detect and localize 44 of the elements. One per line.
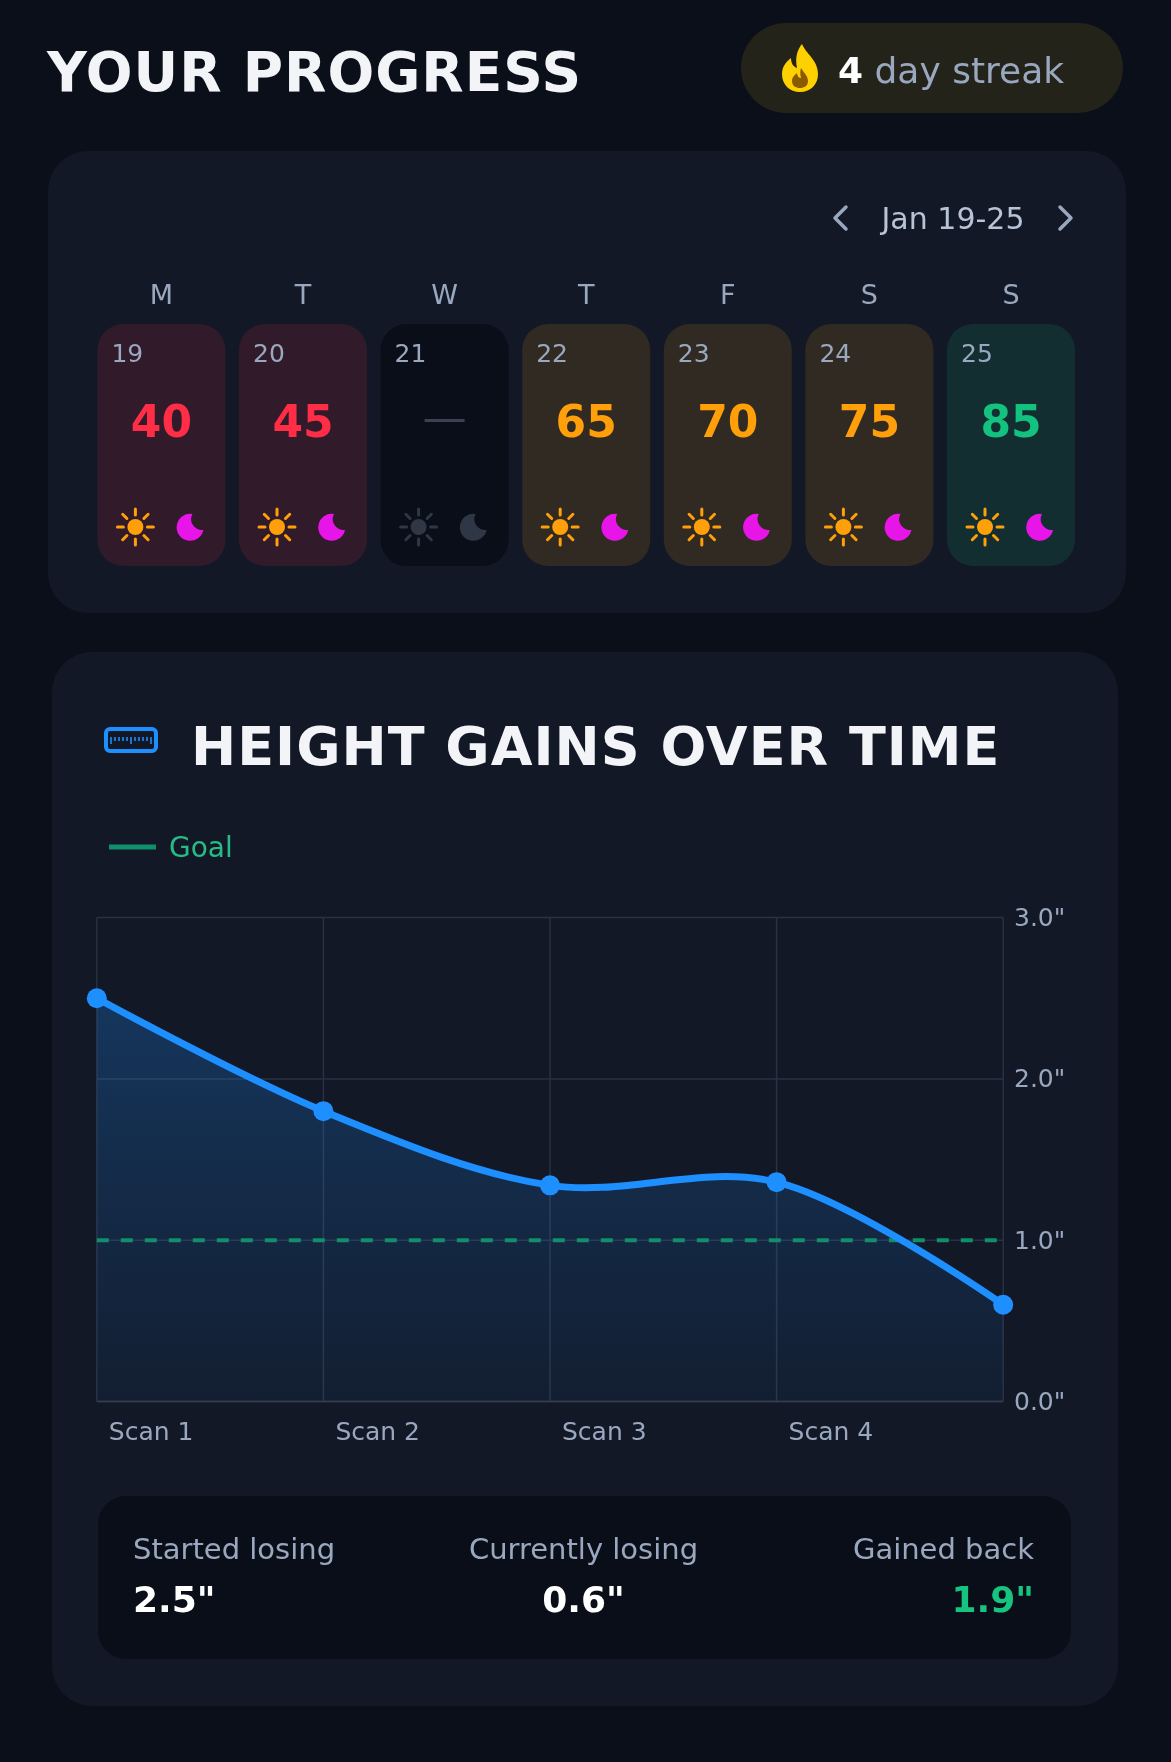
x-tick-label: 20 xyxy=(253,338,285,368)
text: 0.6" xyxy=(542,1578,625,1620)
x-tick-label: Scan 4 xyxy=(788,1416,874,1446)
text: Gained back xyxy=(852,1532,1035,1566)
text: M xyxy=(149,278,174,310)
chart-title: YOUR PROGRESS xyxy=(46,40,583,104)
x-tick-label: 23 xyxy=(677,338,710,368)
text: 2.5" xyxy=(133,1578,216,1620)
x-tick-label: Scan 3 xyxy=(562,1416,647,1446)
text: S xyxy=(1002,278,1020,310)
x-tick-label: Scan 2 xyxy=(335,1416,421,1446)
x-tick-label: 22 xyxy=(536,338,569,368)
text: S xyxy=(860,278,878,310)
data-label: 65 xyxy=(555,395,617,447)
legend-label: Goal xyxy=(169,830,233,864)
x-tick-label: 25 xyxy=(961,338,993,368)
x-tick-label: Scan 1 xyxy=(108,1416,194,1446)
text: W xyxy=(431,278,458,310)
text: F xyxy=(720,278,736,310)
point xyxy=(86,988,107,1009)
text: Jan 19-25 xyxy=(879,200,1025,236)
x-tick-label: 24 xyxy=(819,338,852,368)
data-label: 70 xyxy=(697,395,759,447)
point xyxy=(993,1294,1014,1315)
y-tick-label: 3.0" xyxy=(1014,903,1066,933)
text: T xyxy=(576,278,595,310)
y-tick-label: 2.0" xyxy=(1014,1064,1066,1094)
point xyxy=(540,1175,560,1196)
point xyxy=(313,1101,334,1122)
text: 4 day streak xyxy=(838,49,1065,91)
x-tick-label: 21 xyxy=(394,338,427,368)
data-label: 85 xyxy=(980,395,1042,447)
text: T xyxy=(293,278,312,310)
text: 1.9" xyxy=(951,1578,1034,1620)
y-tick-label: 1.0" xyxy=(1014,1225,1066,1255)
data-label: 40 xyxy=(130,395,193,447)
text: Started losing xyxy=(133,1532,336,1566)
data-label: 45 xyxy=(272,395,334,447)
chart-title: HEIGHT GAINS OVER TIME xyxy=(191,714,1001,778)
point xyxy=(766,1172,787,1193)
data-label: 75 xyxy=(838,395,901,447)
x-tick-label: 19 xyxy=(111,338,144,368)
y-tick-label: 0.0" xyxy=(1014,1387,1066,1416)
text: Currently losing xyxy=(468,1532,699,1566)
